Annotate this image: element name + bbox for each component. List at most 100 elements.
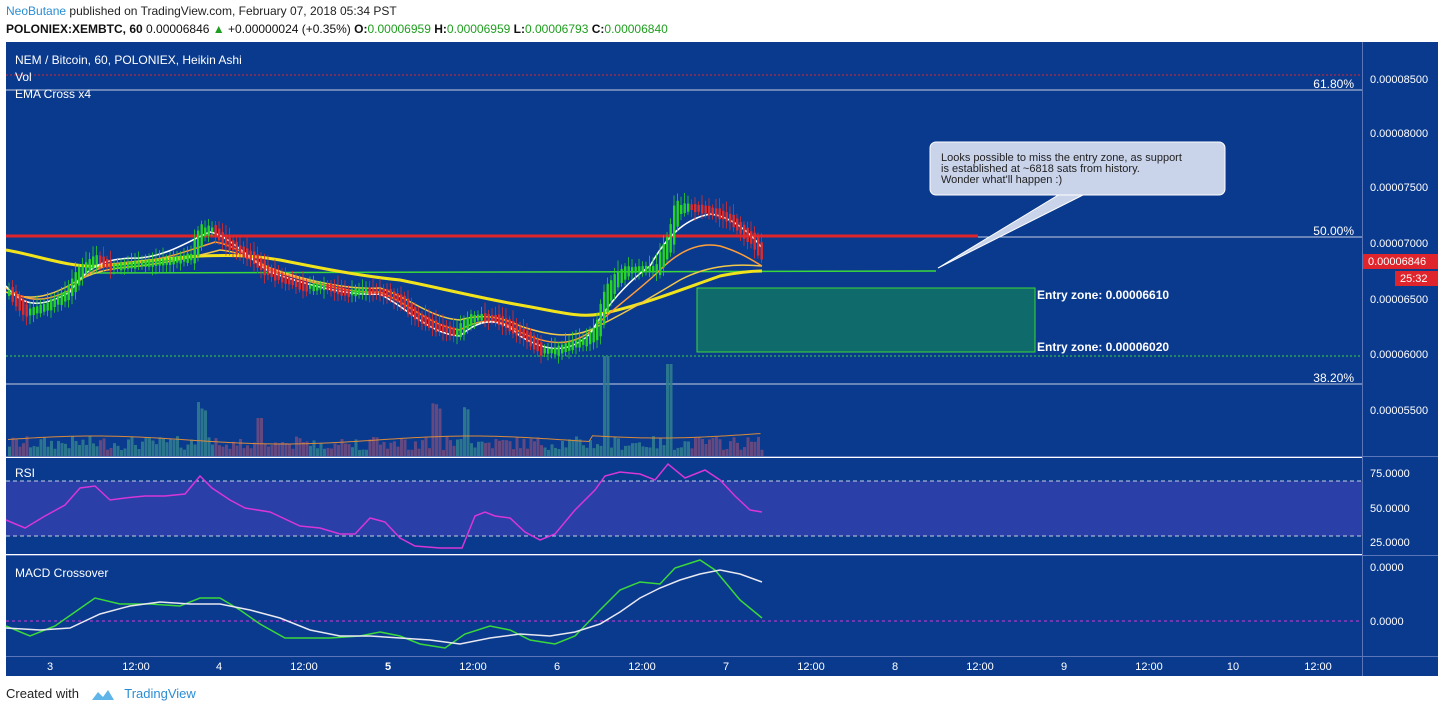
candle [354,288,357,297]
volume-bar [631,443,634,456]
candle [183,255,186,262]
publish-header: NeoButane published on TradingView.com, … [0,0,1438,40]
candle [603,291,606,325]
volume-bar [557,449,561,456]
candle [746,227,749,243]
volume-bar [221,446,225,456]
candle [263,260,266,276]
candle [204,227,207,237]
candle [312,283,315,292]
candle [736,218,739,231]
fib-618-label: 61.80% [1313,77,1354,91]
candle [529,332,532,347]
volume-bar [60,443,64,456]
volume-bar [81,439,85,456]
candle [246,248,249,260]
candle [361,288,364,295]
time-axis-labels: 3 12:00 4 12:00 5 12:00 6 12:00 7 12:00 … [47,661,1332,673]
volume-bar [505,440,508,456]
candle [610,280,613,301]
volume-bar [435,404,438,456]
price-axis[interactable] [1362,42,1438,656]
volume-bar [459,438,463,456]
volume-bar [659,437,662,456]
volume-bar [396,446,400,456]
volume-bar [428,448,431,456]
time-tick: 5 [385,661,391,673]
macd-line [5,569,763,645]
candle [393,291,396,301]
publish-line: NeoButane published on TradingView.com, … [6,4,397,18]
callout-line-2: is established at ~6818 sats from histor… [941,163,1140,175]
volume-bar [470,443,473,456]
candle [498,314,501,325]
callout-box[interactable] [929,141,1226,196]
volume-bar [183,449,186,456]
ema-indicator-label[interactable]: EMA Cross x4 [15,87,91,101]
volume-bar [50,440,53,456]
volume-bar [403,439,407,456]
candle [60,292,63,305]
candle [302,280,305,291]
time-tick: 12:00 [966,661,994,673]
volume-bar [694,437,697,456]
volume-bar [337,444,340,456]
volume-bar [64,443,67,456]
macd-pane[interactable] [6,556,1362,656]
candle [732,214,735,228]
volume-bar [249,448,253,456]
candle [137,261,140,267]
volume-bar [193,444,197,456]
volume-bar [67,448,71,456]
tradingview-link[interactable]: TradingView [124,686,196,701]
candle [631,267,634,274]
volume-bar [298,438,302,456]
candle [547,348,550,354]
candle [130,261,133,269]
heikin-ashi-candles[interactable] [8,192,763,364]
candle [484,313,487,322]
candle [235,241,238,255]
time-axis[interactable] [6,656,1438,676]
support-line[interactable] [89,270,937,274]
candle [123,262,126,270]
volume-bar [319,443,323,456]
candle [718,208,721,220]
candle [386,289,389,298]
author-link[interactable]: NeoButane [6,4,67,18]
candle [295,279,298,287]
candle [358,289,361,295]
candle [284,275,287,284]
volume-bar [239,438,242,456]
candle [673,205,676,245]
candle [634,266,637,273]
volume-bar [92,443,95,456]
candle [288,277,291,285]
volume-bar [536,437,540,456]
candle [225,235,228,247]
candle [211,227,214,232]
volume-bar [347,444,351,456]
volume-bar [74,441,78,456]
candle [757,235,760,256]
price-tick: 0.00005500 [1370,405,1428,417]
vol-indicator-label[interactable]: Vol [15,70,32,84]
time-tick: 12:00 [1135,661,1163,673]
candle [403,295,406,309]
entry-zone-box[interactable] [696,287,1036,353]
price-pane[interactable] [6,42,1362,456]
macd-label[interactable]: MACD Crossover [15,566,108,580]
volume-bar [725,448,729,456]
candle [291,278,294,286]
rsi-label[interactable]: RSI [15,466,35,480]
volume-bar [393,441,396,456]
candle [435,320,438,333]
candle [158,258,161,266]
candle [445,325,448,334]
candle [22,299,25,315]
candle [18,295,21,311]
rsi-band [6,481,1362,536]
time-tick: 12:00 [459,661,487,673]
price-change: +0.00000024 (+0.35%) [228,22,351,36]
